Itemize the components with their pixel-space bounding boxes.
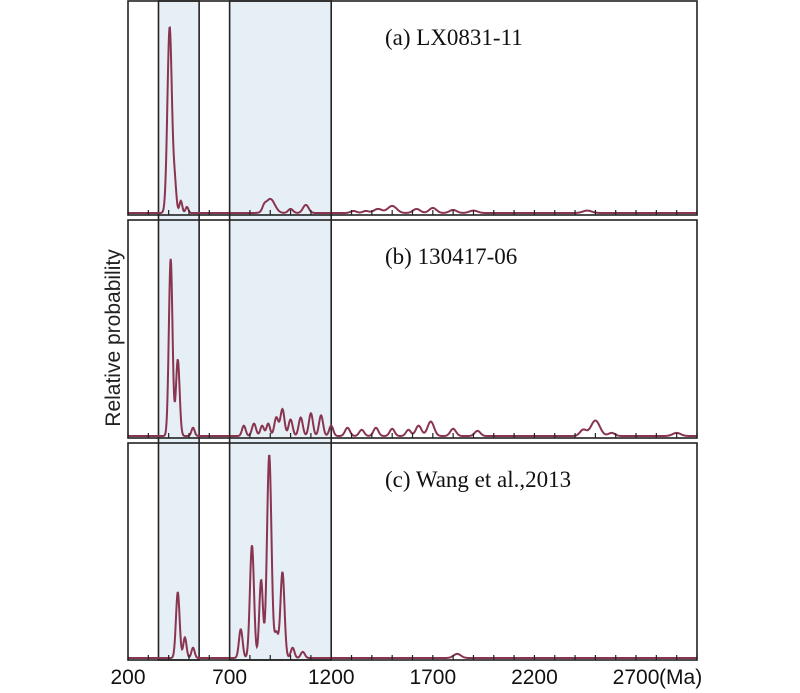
x-tick-label-1200: 1200 — [308, 666, 355, 689]
x-unit-label: (Ma) — [659, 666, 702, 689]
x-tick-label-1700: 1700 — [409, 666, 456, 689]
x-tick-label-700: 700 — [212, 666, 247, 689]
panel-label-2: (b) 130417-06 — [385, 244, 517, 269]
probability-curves — [128, 26, 697, 659]
x-tick-label-2200: 2200 — [511, 666, 558, 689]
highlight-band-1 — [157, 0, 200, 661]
x-tick-labels: 200 700 1200 1700 2200 2700 — [110, 666, 659, 689]
probability-curve-2 — [128, 258, 697, 437]
x-tick-label-2700: 2700 — [613, 666, 660, 689]
panel-labels: (a) LX0831-11 (b) 130417-06 (c) Wang et al… — [385, 25, 571, 492]
panel-label-3: (c) Wang et al.,2013 — [385, 467, 571, 492]
panel-label-1: (a) LX0831-11 — [385, 25, 523, 50]
panel-frames — [127, 0, 698, 661]
x-axis-ticks — [127, 210, 698, 660]
x-tick-label-200: 200 — [110, 666, 145, 689]
highlight-bands — [157, 0, 333, 661]
highlight-band-2 — [228, 0, 333, 661]
probability-curve-1 — [128, 26, 697, 214]
y-axis-label: Relative probability — [102, 249, 125, 427]
